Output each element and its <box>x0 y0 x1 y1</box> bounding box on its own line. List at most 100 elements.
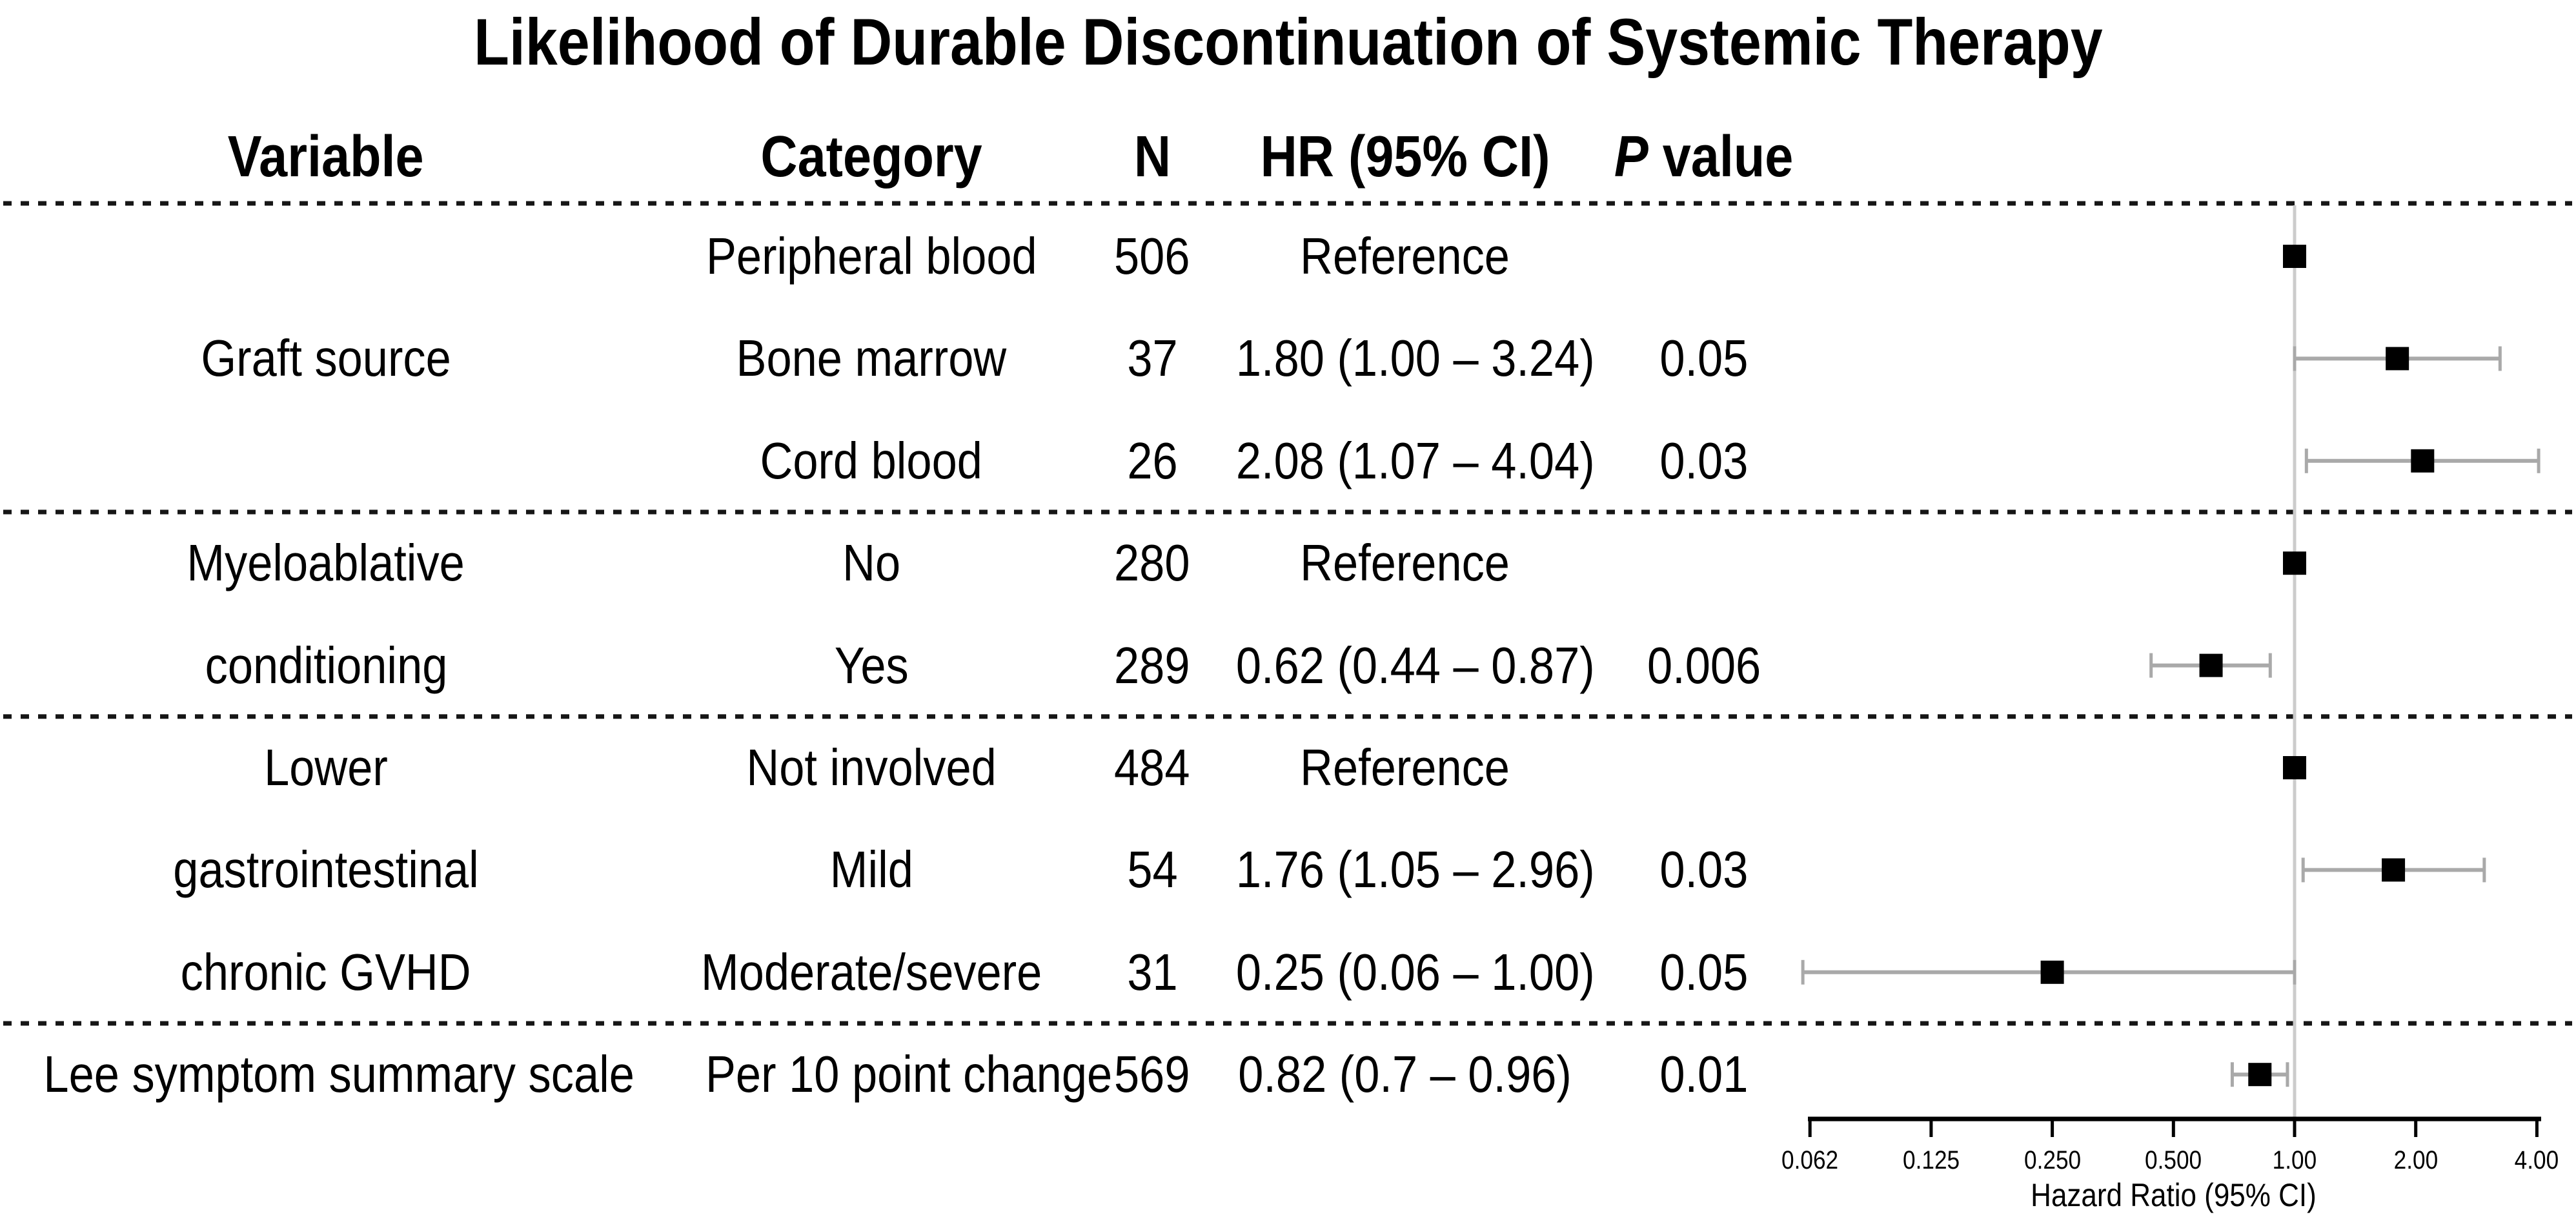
cell-p-text: 0.03 <box>1659 841 1749 899</box>
axis-tick-label: 1.00 <box>2217 1147 2372 1173</box>
cell-variable-text: Myeloablative <box>187 534 465 592</box>
pvalue-header-rest: value <box>1648 125 1794 189</box>
cell-n-text: 484 <box>1114 739 1190 796</box>
cell-p: 0.05 <box>1575 333 1833 384</box>
table-row: conditioning Yes 289 0.62 (0.44 – 0.87) 0.00… <box>0 636 2576 694</box>
hr-marker <box>2382 858 2406 882</box>
cell-n: 54 <box>1088 844 1217 896</box>
cell-n-text: 506 <box>1114 227 1190 285</box>
cell-category: Cord blood <box>678 435 1065 487</box>
axis-tick-label: 0.500 <box>2096 1147 2251 1173</box>
cell-variable-text: Lower <box>264 739 388 796</box>
cell-variable: Myeloablative <box>3 537 649 589</box>
cell-category: Mild <box>678 844 1065 896</box>
cell-n-text: 37 <box>1126 329 1178 387</box>
cell-category: Per 10 point change <box>678 1049 1112 1100</box>
cell-p-text: 0.01 <box>1659 1045 1749 1103</box>
cell-n-text: 289 <box>1114 636 1190 694</box>
cell-hr-text: 0.25 (0.06 – 1.00) <box>1235 943 1595 1001</box>
cell-category: No <box>678 537 1065 589</box>
cell-hr: Reference <box>1212 537 1599 589</box>
cell-n: 280 <box>1088 537 1217 589</box>
cell-category-text: Yes <box>834 636 909 694</box>
cell-n-text: 26 <box>1126 431 1178 489</box>
cell-variable-text: conditioning <box>205 636 447 694</box>
cell-n: 31 <box>1088 943 1217 1001</box>
axis-tick-label-text: 0.125 <box>1902 1146 1960 1174</box>
pvalue-header-italic-p: P <box>1614 125 1649 189</box>
cell-variable: chronic GVHD <box>3 943 649 1001</box>
cell-n: 289 <box>1088 636 1217 694</box>
cell-category-text: Mild <box>829 841 913 899</box>
x-axis-title: Hazard Ratio (95% CI) <box>2030 1177 2317 1213</box>
cell-hr-text: Reference <box>1300 227 1510 285</box>
cell-category-text: Peripheral blood <box>705 227 1037 285</box>
column-header-category: Category <box>760 125 982 189</box>
hr-marker <box>2386 347 2409 371</box>
axis-tick-label-text: 1.00 <box>2272 1146 2317 1174</box>
cell-variable-text: gastrointestinal <box>173 841 479 899</box>
cell-variable: Graft source <box>3 333 649 384</box>
cell-n-text: 280 <box>1114 534 1190 592</box>
table-row: Lower Not involved 484 Reference <box>0 742 2576 794</box>
table-row: Myeloablative No 280 Reference <box>0 537 2576 589</box>
cell-variable: gastrointestinal <box>3 844 649 896</box>
cell-hr: 0.62 (0.44 – 0.87) <box>1212 636 1599 694</box>
cell-p: 0.05 <box>1575 946 1833 998</box>
column-header-n: N <box>1133 125 1171 189</box>
cell-category-text: Bone marrow <box>736 329 1007 387</box>
cell-variable-text: chronic GVHD <box>181 943 471 1001</box>
cell-p: 0.006 <box>1575 636 1833 694</box>
cell-variable: Lower <box>3 742 649 794</box>
cell-hr: 0.25 (0.06 – 1.00) <box>1212 943 1599 1001</box>
axis-tick-label: 0.062 <box>1732 1147 1887 1173</box>
hr-marker <box>2283 551 2306 575</box>
axis-tick-label-text: 2.00 <box>2393 1146 2438 1174</box>
cell-n: 26 <box>1088 435 1217 487</box>
table-row: Cord blood 26 2.08 (1.07 – 4.04) 0.03 <box>0 435 2576 487</box>
cell-category-text: Per 10 point change <box>705 1045 1113 1103</box>
cell-hr: 1.76 (1.05 – 2.96) <box>1212 844 1599 896</box>
cell-p: 0.03 <box>1575 844 1833 896</box>
column-header-hr: HR (95% CI) <box>1260 125 1550 189</box>
cell-n-text: 54 <box>1126 841 1178 899</box>
cell-p-text: 0.006 <box>1647 636 1761 694</box>
axis-tick-label-text: 0.500 <box>2145 1146 2202 1174</box>
cell-hr: 0.82 (0.7 – 0.96) <box>1212 1049 1599 1100</box>
figure-title-text: Likelihood of Durable Discontinuation of… <box>473 5 2103 79</box>
cell-category-text: Cord blood <box>760 431 983 489</box>
cell-category: Moderate/severe <box>678 943 1065 1001</box>
axis-tick-label: 0.250 <box>1975 1147 2130 1173</box>
cell-variable: conditioning <box>3 636 649 694</box>
cell-category: Bone marrow <box>678 333 1065 384</box>
cell-category-text: Moderate/severe <box>701 943 1042 1001</box>
axis-tick-label-text: 4.00 <box>2515 1146 2559 1174</box>
cell-category: Not involved <box>678 742 1065 794</box>
cell-n-text: 31 <box>1126 943 1178 1001</box>
cell-variable-text: Lee symptom summary scale <box>43 1045 634 1103</box>
cell-variable: Lee symptom summary scale <box>3 1049 649 1100</box>
cell-hr: 1.80 (1.00 – 3.24) <box>1212 333 1599 384</box>
hr-marker <box>2283 756 2306 779</box>
axis-tick-label: 4.00 <box>2459 1147 2576 1173</box>
column-header-variable: Variable <box>228 125 424 189</box>
axis-tick-label: 0.125 <box>1854 1147 2009 1173</box>
cell-hr-text: 0.62 (0.44 – 0.87) <box>1235 636 1595 694</box>
cell-p-text: 0.05 <box>1659 329 1749 387</box>
cell-p-text: 0.03 <box>1659 431 1749 489</box>
cell-n: 506 <box>1088 231 1217 282</box>
cell-n-text: 569 <box>1114 1045 1190 1103</box>
cell-hr: Reference <box>1212 231 1599 282</box>
hr-marker <box>2040 960 2064 984</box>
table-row: Lee symptom summary scale Per 10 point ch… <box>0 1049 2576 1100</box>
axis-tick-label-text: 0.062 <box>1781 1146 1839 1174</box>
cell-category-text: No <box>842 534 900 592</box>
cell-hr-text: Reference <box>1300 739 1510 796</box>
table-row: chronic GVHD Moderate/severe 31 0.25 (0.06 … <box>0 943 2576 1001</box>
cell-category: Yes <box>678 636 1065 694</box>
cell-hr: Reference <box>1212 742 1599 794</box>
hr-marker <box>2411 449 2435 473</box>
cell-category: Peripheral blood <box>678 231 1065 282</box>
